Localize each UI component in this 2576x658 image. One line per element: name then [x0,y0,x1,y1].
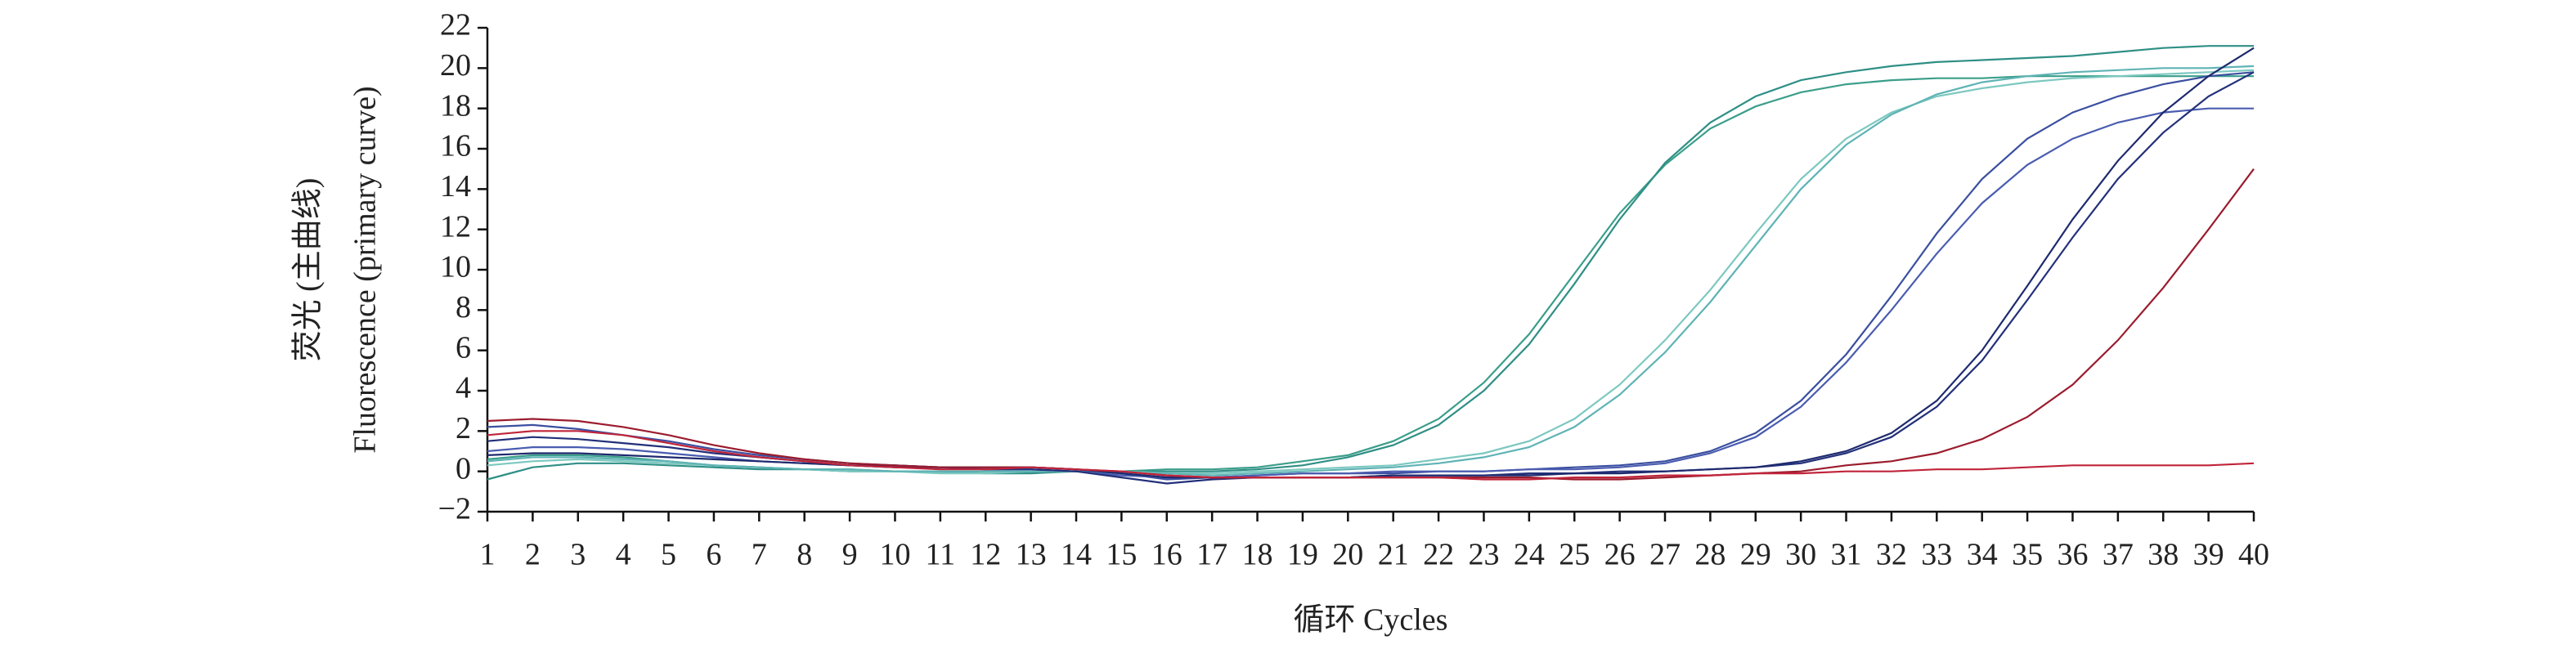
series-line [487,47,2255,479]
y-tick-label: 18 [440,88,471,123]
x-tick-label: 39 [2193,538,2224,572]
x-tick-label: 2 [525,538,541,572]
x-tick-label: 13 [1016,538,1047,572]
x-tick-label: 25 [1559,538,1590,572]
x-tick-label: 21 [1378,538,1409,572]
series-line [487,71,2255,485]
x-tick-label: 31 [1831,538,1862,572]
x-tick-label: 28 [1694,538,1726,572]
series-line [487,69,2255,475]
x-axis-title: 循环 Cycles [1294,603,1448,638]
y-tick-label: 16 [440,129,471,163]
series-line [487,75,2254,472]
series-line [487,430,2255,481]
x-tick-label: 11 [926,538,956,572]
x-tick-label: 7 [752,538,767,572]
x-tick-label: 32 [1876,538,1907,572]
series-line [487,65,2255,477]
series-line [487,71,2255,481]
x-tick-label: 30 [1785,538,1816,572]
x-tick-label: 23 [1468,538,1499,572]
x-tick-label: 35 [2012,538,2043,572]
x-tick-label: 36 [2057,538,2088,572]
x-tick-label: 24 [1514,538,1545,572]
y-tick-label: 20 [440,48,471,83]
y-tick-label: 22 [440,8,471,43]
x-tick-label: 37 [2103,538,2134,572]
x-tick-label: 38 [2147,538,2179,572]
x-tick-label: 16 [1151,538,1183,572]
x-tick-label: 3 [570,538,586,572]
x-tick-label: 18 [1242,538,1273,572]
x-tick-label: 15 [1106,538,1137,572]
x-tick-label: 33 [1921,538,1952,572]
x-tick-label: 27 [1649,538,1681,572]
x-tick-label: 22 [1423,538,1454,572]
y-tick-label: 2 [456,411,471,445]
y-tick-label: 4 [456,371,471,405]
x-tick-label: 19 [1287,538,1318,572]
series-line [487,45,2254,481]
series-line [487,168,2255,481]
y-tick-label: 12 [440,209,471,244]
y-tick-label: 10 [440,250,471,284]
y-axis-title-en: Fluorescence (primary curve) [348,86,383,453]
x-tick-label: 26 [1604,538,1636,572]
x-tick-label: 14 [1061,538,1092,572]
x-tick-label: 6 [706,538,721,572]
x-tick-label: 40 [2238,538,2269,572]
y-tick-label: 8 [456,290,471,325]
y-tick-label: 6 [456,330,471,365]
y-tick-label: 0 [456,451,471,486]
x-tick-label: 20 [1332,538,1363,572]
x-tick-label: 1 [480,538,496,572]
x-tick-label: 34 [1967,538,1998,572]
x-tick-label: 8 [797,538,812,572]
y-tick-label: 14 [440,169,471,204]
x-tick-label: 12 [970,538,1001,572]
x-tick-label: 5 [661,538,676,572]
series-line [487,107,2254,479]
x-tick-label: 17 [1196,538,1227,572]
y-tick-label: −2 [438,492,471,526]
x-tick-label: 29 [1740,538,1771,572]
x-tick-label: 4 [616,538,631,572]
y-axis-title-cn: 荧光 (主曲线) [291,178,325,362]
x-tick-label: 9 [842,538,858,572]
x-tick-label: 10 [879,538,910,572]
